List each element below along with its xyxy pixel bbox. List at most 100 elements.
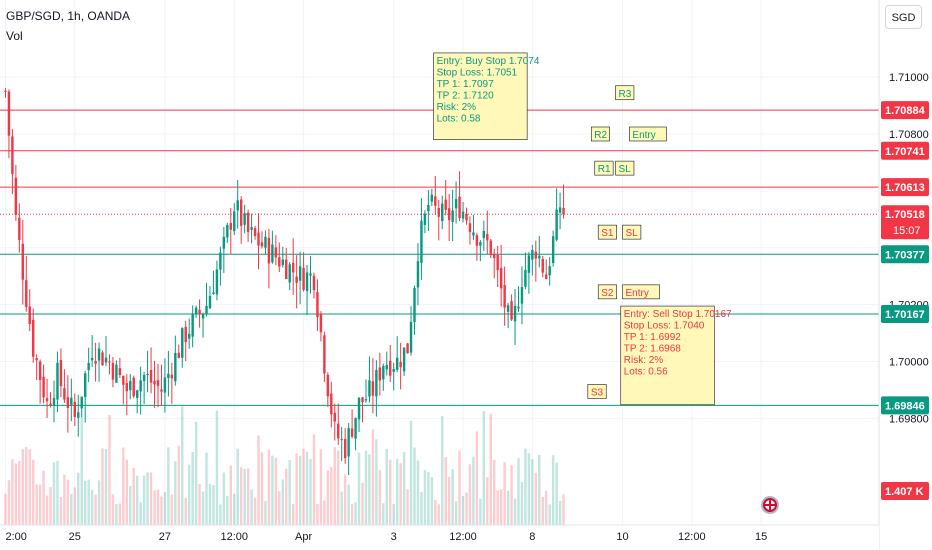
candle-body xyxy=(267,237,271,264)
volume-bar xyxy=(215,410,219,525)
candle-body xyxy=(291,262,295,273)
volume-bar xyxy=(395,458,399,525)
volume-bar xyxy=(343,474,347,525)
candle-body xyxy=(465,213,468,221)
candle-body xyxy=(423,213,427,225)
candle-body xyxy=(146,373,149,375)
trade-note-line: TP 1: 1.6992 xyxy=(624,332,682,343)
volume-bar xyxy=(482,411,486,525)
volume-bar xyxy=(181,406,184,525)
level-tag-label: SL xyxy=(625,228,638,239)
annotations: R3 R2 Entry R1 SL S1 SL S2 Entry S3 Entry: Buy Sto… xyxy=(433,52,732,406)
candle-body xyxy=(7,91,11,136)
uk-flag-icon[interactable] xyxy=(761,496,779,514)
candle-body xyxy=(482,230,486,239)
volume-badge-label: 1.407 K xyxy=(885,486,924,498)
volume-bar xyxy=(555,462,558,525)
volume-bar xyxy=(226,496,229,525)
candle-body xyxy=(368,380,371,397)
volume-bar xyxy=(534,472,538,525)
volume-indicator-label[interactable]: Vol xyxy=(6,29,23,43)
candle-body xyxy=(201,314,205,319)
volume-bar xyxy=(562,494,565,525)
candle-body xyxy=(108,361,111,363)
volume-bar xyxy=(11,459,14,525)
volume-bar xyxy=(451,469,454,525)
volume-bar xyxy=(385,448,388,525)
candle-body xyxy=(122,375,125,385)
time-tick-label: 25 xyxy=(69,531,81,543)
candle-body xyxy=(163,377,167,393)
candle-body xyxy=(361,397,364,403)
candle-body xyxy=(548,266,551,276)
candle-body xyxy=(354,417,357,439)
volume-bar xyxy=(77,472,80,525)
volume-bar xyxy=(278,491,281,525)
volume-bar xyxy=(45,495,49,525)
volume-bar xyxy=(510,465,513,525)
candle-body xyxy=(330,393,333,415)
candle-body xyxy=(527,255,531,273)
candle-body xyxy=(420,220,423,263)
symbol-title: GBP/SGD, 1h, OANDA xyxy=(6,9,131,23)
volume-bar xyxy=(7,480,11,525)
volume-bar xyxy=(337,450,340,525)
support-price-badge xyxy=(881,245,929,264)
volume-bar xyxy=(416,460,420,525)
candle-body xyxy=(14,177,18,215)
candle-body xyxy=(364,399,368,401)
volume-bars xyxy=(4,406,565,525)
level-tag-label: R2 xyxy=(594,130,607,141)
support-price-badge xyxy=(881,305,929,324)
level-tag-label: R3 xyxy=(619,89,632,100)
candle-body xyxy=(132,377,135,397)
volume-bar xyxy=(38,484,42,525)
candle-body xyxy=(316,292,319,318)
candle-body xyxy=(31,319,35,357)
candle-body xyxy=(205,305,208,314)
candle-body xyxy=(28,306,31,325)
candle-body xyxy=(378,367,382,381)
volume-bar xyxy=(104,449,108,525)
level-tag xyxy=(615,160,635,176)
candle-body xyxy=(87,362,90,371)
candle-body xyxy=(343,438,347,459)
volume-bar xyxy=(90,489,94,525)
volume-bar xyxy=(399,463,402,525)
level-tag-label: S3 xyxy=(591,387,604,398)
candle-body xyxy=(395,357,399,370)
volume-bar xyxy=(420,491,423,525)
currency-button[interactable]: SGD xyxy=(885,5,922,29)
volume-bar xyxy=(198,484,201,525)
level-tag xyxy=(594,160,614,176)
volume-bar xyxy=(531,459,534,525)
volume-bar xyxy=(274,457,278,525)
volume-bar xyxy=(52,462,56,525)
time-tick-label: 12:00 xyxy=(449,531,477,543)
price-axis-bg xyxy=(879,0,932,550)
volume-bar xyxy=(312,434,316,525)
volume-bar xyxy=(454,501,458,525)
candle-body xyxy=(45,398,49,402)
candle-body xyxy=(129,380,132,391)
volume-bar xyxy=(149,472,153,525)
volume-bar xyxy=(548,504,551,525)
trade-note-line: Entry: Sell Stop 1.70167 xyxy=(624,309,732,320)
candle-body xyxy=(326,374,330,397)
candle-body xyxy=(125,382,129,392)
volume-bar xyxy=(174,461,177,525)
volume-bar xyxy=(83,480,87,525)
candle-body xyxy=(295,276,298,283)
candle-body xyxy=(399,361,402,368)
volume-bar xyxy=(288,459,291,525)
volume-bar xyxy=(49,487,52,525)
volume-bar xyxy=(264,500,267,525)
volume-bar xyxy=(350,503,354,525)
trade-note-line: TP 2: 1.7120 xyxy=(437,90,495,101)
candle-body xyxy=(409,321,413,353)
candle-body xyxy=(496,254,499,271)
volume-bar xyxy=(472,456,475,525)
price-tick-label: 1.69800 xyxy=(889,413,929,425)
volume-bar xyxy=(444,456,447,525)
